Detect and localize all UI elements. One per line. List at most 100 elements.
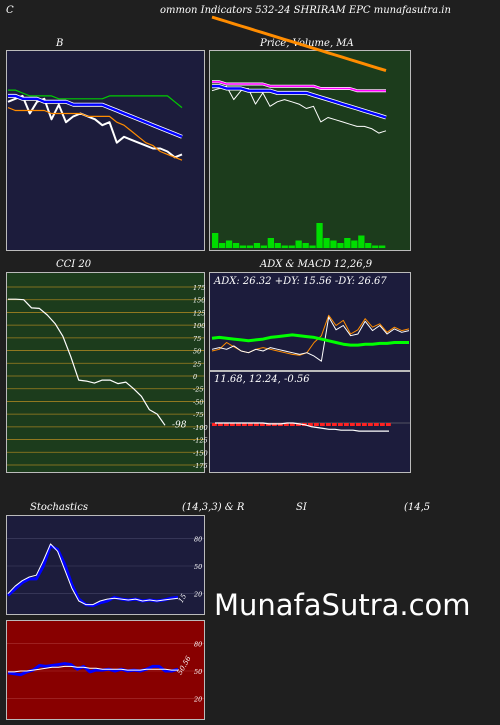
- cci-tick-label: -100: [193, 424, 208, 432]
- rsi-params: (14,5: [404, 502, 431, 513]
- macd-histogram-bar: [368, 423, 373, 426]
- macd-histogram-bar: [344, 423, 349, 426]
- cci-tick-label: -125: [193, 437, 208, 445]
- bollinger-price-line: [7, 94, 183, 159]
- bollinger-mid-line: [8, 94, 183, 138]
- volume-bar: [358, 235, 365, 248]
- bollinger-lower-line: [7, 107, 183, 161]
- macd-histogram-bar: [308, 423, 313, 426]
- price-ma_fast-line: [212, 84, 387, 119]
- cci-tick-label: 0: [193, 373, 197, 381]
- volume-bar: [344, 238, 351, 248]
- cci-tick-label: 100: [193, 322, 205, 330]
- macd-histogram-bar: [296, 423, 301, 426]
- volume-bar: [232, 243, 240, 248]
- cci-tick-label: -75: [193, 411, 203, 419]
- cci-tick-label: 125: [193, 309, 205, 317]
- volume-bar: [365, 243, 372, 248]
- macd-histogram-bar: [374, 423, 379, 426]
- stoch-tick-label: 50: [194, 563, 202, 571]
- macd-histogram-bar: [350, 423, 355, 426]
- rsi-last-value: 50.56: [176, 654, 193, 676]
- adx-adx-line: [211, 333, 409, 347]
- cci-tick-label: -175: [193, 462, 208, 470]
- cci-tick-label: -50: [193, 398, 203, 406]
- cci-tick-label: 175: [193, 284, 205, 292]
- macd-histogram-bar: [320, 423, 325, 426]
- volume-bar: [316, 223, 323, 248]
- volume-bar: [219, 243, 226, 248]
- macd-histogram-bar: [248, 423, 253, 426]
- volume-bar: [239, 245, 247, 248]
- price-volume-ma-title: Price, Volume, MA: [260, 38, 354, 49]
- volume-bar: [246, 245, 254, 248]
- cci-last-value: -98: [172, 420, 187, 430]
- price-ma_long-line: [211, 15, 387, 73]
- macd-histogram-bar: [284, 423, 289, 426]
- volume-bar: [212, 233, 219, 248]
- volume-bar: [351, 240, 358, 248]
- bollinger-title: B: [56, 38, 64, 49]
- rsi-title: SI: [296, 502, 307, 513]
- macd-histogram-bar: [218, 423, 223, 426]
- macd-histogram-bar: [314, 423, 319, 426]
- watermark: MunafaSutra.com: [214, 588, 471, 622]
- macd-histogram-bar: [386, 423, 391, 426]
- macd-histogram-bar: [254, 423, 259, 426]
- cci-tick-label: -150: [193, 449, 208, 457]
- volume-bar: [225, 240, 233, 248]
- volume-bar: [295, 240, 302, 248]
- volume-bar: [253, 243, 261, 248]
- rsi-ma-line: [8, 665, 178, 673]
- adx-plus_di-line: [211, 314, 410, 356]
- rsi-tick-label: 20: [193, 696, 202, 704]
- volume-bar: [260, 245, 267, 248]
- macd-histogram-bar: [326, 423, 331, 426]
- cci-line: [8, 298, 166, 426]
- stochastics-params: (14,3,3) & R: [182, 502, 245, 513]
- macd-values-label: 11.68, 12.24, -0.56: [214, 374, 310, 385]
- bollinger-upper-line: [8, 89, 183, 109]
- macd-histogram-bar: [338, 423, 343, 426]
- volume-bar: [330, 240, 337, 248]
- volume-bar: [288, 245, 295, 248]
- stochastics-title: Stochastics: [30, 502, 88, 513]
- macd-histogram-bar: [362, 423, 367, 426]
- volume-bar: [323, 238, 330, 248]
- volume-bar: [379, 245, 386, 248]
- macd-histogram-bar: [224, 423, 229, 426]
- macd-histogram-bar: [230, 423, 235, 426]
- macd-histogram-bar: [242, 423, 247, 426]
- adx-minus_di-line: [211, 316, 410, 362]
- bollinger-panel: [6, 50, 205, 251]
- adx-macd-title: ADX & MACD 12,26,9: [260, 259, 373, 270]
- macd-histogram-bar: [290, 423, 295, 426]
- volume-bar: [309, 245, 316, 248]
- volume-bar: [274, 243, 281, 248]
- macd-histogram-bar: [260, 423, 265, 426]
- macd-panel: [209, 371, 411, 473]
- volume-bar: [281, 245, 288, 248]
- cci-tick-label: 75: [193, 335, 201, 343]
- stoch-tick-label: 20: [193, 591, 202, 599]
- stoch-d-line: [7, 543, 179, 606]
- macd-histogram-bar: [212, 423, 217, 426]
- volume-bar: [372, 245, 379, 248]
- stochastics-panel: [6, 515, 205, 615]
- rsi-line: [7, 662, 179, 677]
- stoch-tick-label: 80: [194, 535, 202, 543]
- rsi-tick-label: 50: [194, 668, 202, 676]
- header-left-letter: C: [6, 5, 14, 16]
- volume-bar: [302, 243, 309, 248]
- cci-tick-label: 25: [192, 360, 201, 368]
- cci-tick-label: 150: [193, 297, 205, 305]
- chart-page-title: ommon Indicators 532-24 SHRIRAM EPC muna…: [160, 5, 451, 16]
- cci-tick-label: -25: [193, 386, 203, 394]
- macd-histogram-bar: [380, 423, 385, 426]
- macd-histogram-bar: [266, 423, 271, 426]
- price-price-line: [211, 85, 387, 134]
- price-ma_slow-line: [212, 81, 386, 92]
- macd-histogram-bar: [332, 423, 337, 426]
- cci-tick-label: 50: [193, 348, 201, 356]
